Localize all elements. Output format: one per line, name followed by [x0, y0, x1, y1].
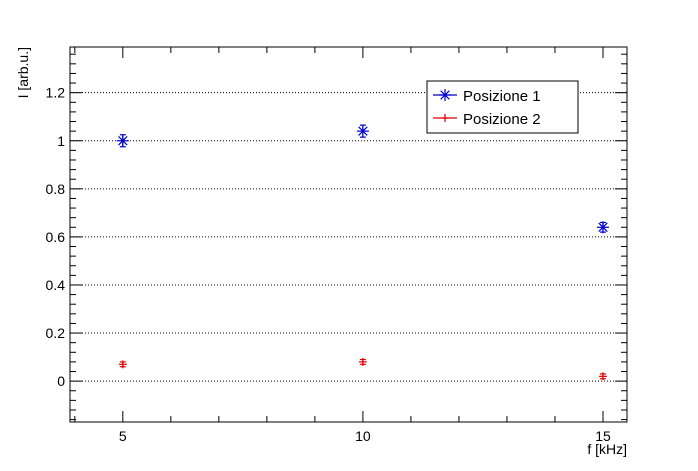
- series-layer: [116, 124, 609, 381]
- y-axis-title: I [arb.u.]: [15, 47, 31, 98]
- data-point: [116, 134, 129, 148]
- data-point: [596, 221, 609, 234]
- series-posizione-2: [118, 357, 607, 381]
- y-tick-label: 0.8: [46, 181, 66, 197]
- x-tick-label: 5: [119, 428, 127, 444]
- y-axis: 0 0.2 0.4 0.6 0.8 1 1.2: [46, 53, 627, 421]
- asterisk-marker-stroke: [358, 126, 368, 136]
- legend-asterisk-stroke: [440, 90, 450, 100]
- data-point: [598, 372, 607, 381]
- data-point: [356, 124, 369, 138]
- y-tick-label: 0.6: [46, 229, 66, 245]
- x-axis-title: f [kHz]: [587, 441, 627, 457]
- plot-frame: [69, 46, 628, 423]
- data-point: [118, 360, 127, 369]
- legend-entry-posizione-1: Posizione 1: [433, 88, 541, 105]
- asterisk-marker-stroke: [118, 136, 128, 146]
- y-tick-label: 0.2: [46, 325, 66, 341]
- series-posizione-1: [116, 124, 609, 234]
- legend-marker-asterisk: [433, 89, 457, 101]
- x-tick-label: 15: [595, 428, 611, 444]
- legend: Posizione 1 Posizione 2: [426, 80, 579, 134]
- legend-label-posizione-2: Posizione 2: [463, 111, 541, 128]
- x-axis: 5 10 15: [74, 47, 611, 444]
- legend-box: [426, 80, 579, 134]
- data-point: [358, 357, 367, 366]
- legend-marker-plus: [433, 114, 457, 122]
- legend-label-posizione-1: Posizione 1: [463, 88, 541, 105]
- x-tick-label: 10: [355, 428, 371, 444]
- grid: [70, 92, 627, 382]
- y-tick-label: 0.4: [46, 277, 66, 293]
- y-tick-label: 0: [57, 373, 65, 389]
- y-tick-label: 1.2: [46, 85, 66, 101]
- legend-entry-posizione-2: Posizione 2: [433, 111, 541, 128]
- y-tick-label: 1: [57, 133, 65, 149]
- asterisk-marker-stroke: [598, 222, 608, 233]
